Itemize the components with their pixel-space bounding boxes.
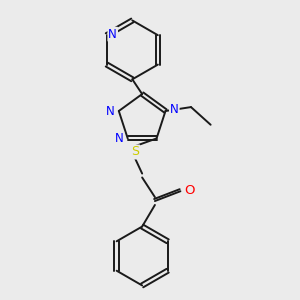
Text: N: N [108,28,117,41]
Text: N: N [115,132,123,145]
Text: S: S [131,146,139,158]
Text: N: N [106,104,114,118]
Text: O: O [184,184,194,197]
Text: N: N [170,103,179,116]
